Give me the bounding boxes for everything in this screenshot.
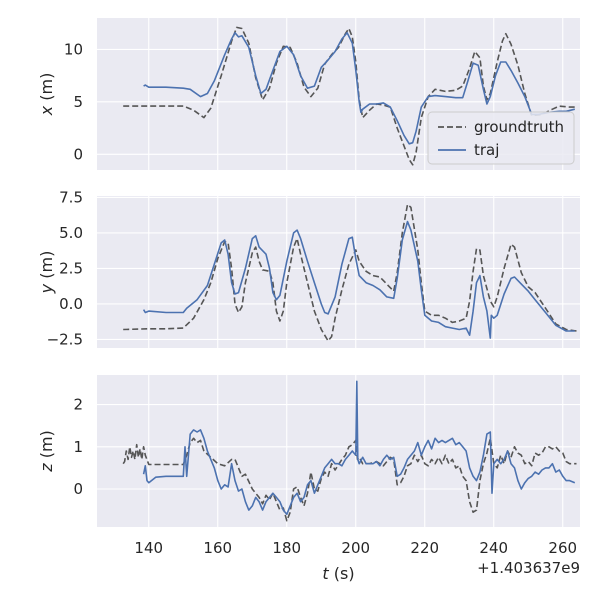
y-tick-label: 10 xyxy=(64,40,83,58)
series-line-groundtruth xyxy=(123,203,577,342)
y-axis-label: y (m) xyxy=(37,251,56,295)
y-tick-label: 0 xyxy=(73,480,83,498)
y-tick-label: 0.0 xyxy=(59,295,83,313)
x-tick-label: 260 xyxy=(548,539,577,557)
y-axis-label-unit: (m) xyxy=(37,251,56,284)
legend-label-traj: traj xyxy=(474,141,499,159)
plot-area xyxy=(97,196,580,348)
y-tick-label: 1 xyxy=(73,438,83,456)
x-tick-label: 140 xyxy=(134,539,163,557)
x-tick-label: 160 xyxy=(203,539,232,557)
y-tick-label: 7.5 xyxy=(59,188,83,206)
x-offset-label: +1.403637e9 xyxy=(477,559,580,577)
x-axis-label-var: t xyxy=(322,564,329,583)
panel-2: −2.5 0.0 2.5 5.0 7.5 y (m) xyxy=(37,188,580,348)
y-axis-label-unit: (m) xyxy=(37,73,56,106)
y-tick-label: 0 xyxy=(73,145,83,163)
y-tick-label: 5.0 xyxy=(59,224,83,242)
y-tick-label: 2.5 xyxy=(59,259,83,277)
x-axis-label: t (s) xyxy=(322,564,354,583)
x-tick-label: 200 xyxy=(341,539,370,557)
series-line-traj xyxy=(142,380,576,516)
plot-area xyxy=(97,375,580,527)
y-tick-label: 5 xyxy=(73,93,83,111)
x-tick-label: 240 xyxy=(479,539,508,557)
y-axis-label-var: x xyxy=(37,105,56,116)
x-axis-label-unit: (s) xyxy=(329,564,355,583)
y-tick-label: 2 xyxy=(73,396,83,414)
x-tick-label: 220 xyxy=(410,539,439,557)
panel-1: 0 5 10 x (m) groundtruth traj xyxy=(37,18,580,170)
y-axis-label: z (m) xyxy=(37,430,56,473)
series-line-traj xyxy=(143,31,575,145)
legend-box xyxy=(427,111,575,165)
series-line-traj xyxy=(142,220,575,339)
legend-label-groundtruth: groundtruth xyxy=(474,118,564,136)
panel-3: 0 1 2 140 160 180 200 220 240 260 z (m) t (s) +1.403… xyxy=(37,375,580,583)
y-axis-label: x (m) xyxy=(37,73,56,117)
y-axis-label-var: z xyxy=(37,463,56,473)
x-tick-label: 180 xyxy=(272,539,301,557)
y-axis-label-var: y xyxy=(37,283,56,294)
y-tick-label: −2.5 xyxy=(47,330,83,348)
y-axis-label-unit: (m) xyxy=(37,430,56,463)
